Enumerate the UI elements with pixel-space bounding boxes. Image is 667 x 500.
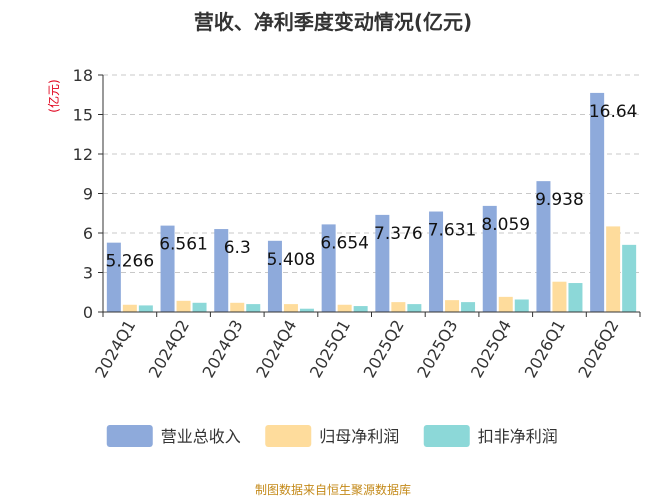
chart-title: 营收、净利季度变动情况(亿元) [194,10,472,34]
bar-2024q4-s1 [267,240,282,312]
x-tick-label-2025q2: 2025Q2 [360,317,408,381]
data-label-2024q2: 6.561 [159,235,208,255]
legend-label-s2: 归母净利润 [319,427,399,446]
bar-2026q1-s3 [568,283,583,312]
bar-2025q3-s1 [429,211,444,312]
x-tick-label-2025q1: 2025Q1 [306,317,354,381]
legend-label-s1: 营业总收入 [161,427,241,446]
legend-label-s3: 扣非净利润 [478,427,558,446]
x-tick-label-2026q1: 2026Q1 [521,317,569,381]
source-note: 制图数据来自恒生聚源数据库 [255,482,411,497]
x-tick-label-2025q3: 2025Q3 [413,317,461,381]
bar-2024q3-s1 [214,229,229,312]
bar-2024q4-s3 [299,308,314,312]
bar-2025q3-s2 [445,300,460,312]
data-label-2025q2: 7.376 [374,224,423,244]
x-tick-label-2025q4: 2025Q4 [467,317,515,381]
bar-2025q2-s3 [407,304,422,312]
legend-swatch-s1 [106,425,153,447]
bar-2024q3-s2 [230,302,245,312]
bar-2026q2-s2 [606,226,621,312]
x-tick-label-2024q1: 2024Q1 [91,317,139,381]
data-label-2026q1: 9.938 [535,190,584,210]
x-tick-label-2024q3: 2024Q3 [199,317,247,381]
bar-2025q4-s1 [482,205,497,312]
bar-2025q2-s2 [391,302,406,312]
y-tick-label: 12 [73,145,93,164]
bar-2026q2-s3 [622,244,637,312]
bar-2026q1-s1 [536,181,551,312]
bar-2024q3-s3 [246,304,261,312]
bar-2025q1-s2 [337,304,352,312]
bar-2024q2-s3 [192,302,207,312]
data-label-2024q1: 5.266 [106,252,155,272]
data-label-2024q4: 5.408 [267,250,316,270]
y-axis-ticks: 0 3 6 9 12 15 18 [73,66,103,322]
legend: 营业总收入 归母净利润 扣非净利润 [106,425,558,447]
y-tick-label: 15 [73,106,93,125]
data-label-2025q3: 7.631 [428,221,477,241]
data-label-2024q3: 6.3 [224,238,251,258]
bar-2025q4-s2 [498,296,513,312]
y-tick-label: 0 [83,303,93,322]
data-label-2025q1: 6.654 [320,233,369,253]
bar-2026q1-s2 [552,281,567,312]
bar-2025q1-s3 [353,306,368,312]
y-tick-label: 18 [73,66,93,85]
bars [106,92,637,312]
y-tick-label: 3 [83,264,93,283]
y-axis-unit: (亿元) [46,79,61,112]
legend-swatch-s2 [265,425,312,447]
bar-2024q1-s3 [138,305,153,312]
bar-2024q1-s1 [106,242,121,312]
bar-2024q1-s2 [122,304,137,312]
bar-2024q2-s1 [160,225,175,312]
bar-2025q1-s1 [321,224,336,312]
bar-2026q2-s1 [590,92,605,312]
legend-swatch-s3 [423,425,470,447]
bar-2025q4-s3 [514,299,529,312]
data-label-2026q2: 16.64 [589,102,638,122]
data-label-2025q4: 8.059 [481,215,530,235]
bar-2025q2-s1 [375,214,390,312]
bar-2024q4-s2 [283,304,298,312]
x-tick-label-2024q2: 2024Q2 [145,317,193,381]
bar-2024q2-s2 [176,300,191,312]
x-tick-label-2026q2: 2026Q2 [574,317,622,381]
bar-2025q3-s3 [461,302,476,312]
y-tick-label: 9 [83,185,93,204]
x-tick-label-2024q4: 2024Q4 [252,317,300,381]
y-tick-label: 6 [83,224,93,243]
